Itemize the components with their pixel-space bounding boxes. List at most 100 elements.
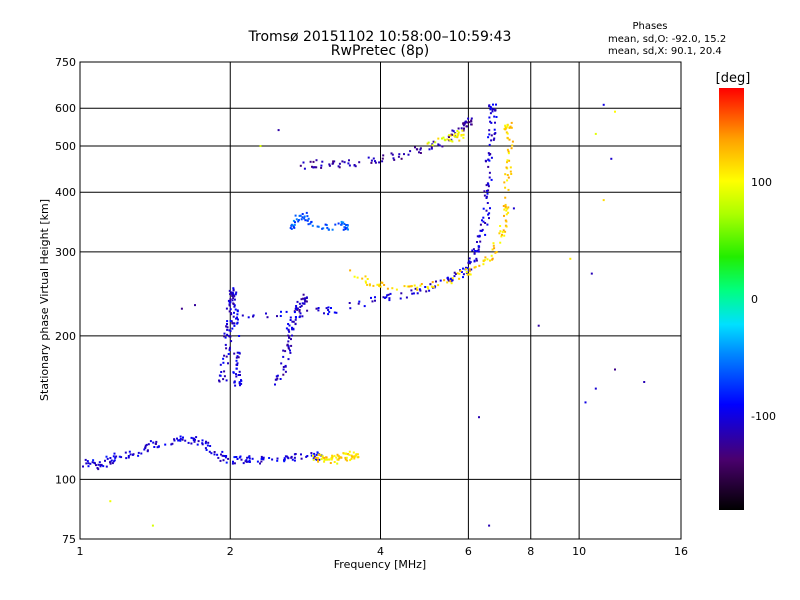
echo-point [478, 264, 481, 267]
echo-point [502, 205, 505, 207]
echo-point [290, 456, 293, 459]
phase-stats-o: mean, sd,O: -92.0, 15.2 [608, 34, 726, 45]
echo-point [346, 459, 349, 462]
echo-point [397, 155, 400, 158]
echo-point [282, 373, 285, 376]
echo-point [247, 460, 250, 463]
echo-point [537, 324, 540, 327]
echo-point [285, 327, 288, 330]
echo-point [323, 460, 326, 463]
echo-point [233, 294, 235, 297]
echo-point [228, 329, 231, 332]
echo-point [299, 214, 302, 217]
echo-point [297, 220, 300, 223]
echo-point [235, 317, 237, 320]
echo-point [474, 250, 477, 252]
echo-point [468, 260, 471, 263]
echo-point [383, 284, 386, 286]
echo-point [143, 448, 146, 451]
echo-point [499, 230, 502, 233]
echo-point [370, 161, 373, 164]
echo-point [316, 452, 319, 455]
echo-point [302, 293, 305, 296]
echo-point [288, 330, 291, 333]
grid-lines [80, 62, 681, 539]
echo-point [205, 449, 208, 451]
echo-point [342, 221, 345, 224]
echo-point [317, 459, 319, 462]
echo-point [468, 273, 471, 276]
echo-point [330, 458, 333, 461]
echo-point [505, 131, 508, 134]
echo-point [358, 300, 361, 303]
echo-point [287, 347, 290, 350]
echo-point [374, 160, 376, 163]
echo-point [236, 355, 239, 358]
echo-point [234, 293, 237, 296]
echo-point [338, 456, 341, 458]
echo-point [129, 453, 132, 456]
echo-point [304, 299, 307, 302]
echo-point [379, 285, 382, 288]
echo-point [465, 125, 468, 128]
echo-point [236, 313, 239, 316]
echo-point [111, 462, 114, 465]
echo-point [334, 223, 337, 226]
echo-point [118, 455, 121, 458]
echo-point [348, 302, 351, 304]
echo-point [224, 456, 227, 459]
echo-point [294, 221, 296, 224]
echo-point [190, 436, 193, 439]
echo-point [418, 151, 420, 154]
echo-point [291, 458, 294, 461]
echo-point [602, 103, 605, 106]
echo-point [491, 257, 494, 260]
echo-point [488, 524, 491, 527]
echo-point [504, 196, 507, 199]
echo-point [241, 314, 244, 317]
echo-point [489, 106, 492, 108]
echo-point [512, 207, 515, 210]
echo-point [222, 459, 225, 462]
echo-point [246, 456, 249, 459]
echo-point [468, 121, 471, 124]
echo-point [409, 150, 412, 153]
echo-point [233, 322, 236, 325]
echo-point [357, 456, 360, 459]
echo-point [229, 299, 232, 302]
echo-point [488, 159, 491, 162]
echo-point [291, 326, 293, 329]
echo-point [340, 456, 343, 459]
echo-point [155, 440, 158, 443]
echo-point [390, 152, 393, 155]
echo-point [280, 362, 283, 365]
y-tick-label: 75 [62, 533, 76, 546]
echo-point [420, 283, 423, 285]
echo-point [363, 305, 366, 308]
echo-point [506, 161, 508, 164]
echo-point [470, 117, 473, 120]
echo-point [187, 441, 190, 444]
echo-point [109, 500, 112, 503]
echo-point [505, 225, 508, 228]
echo-point [508, 159, 511, 162]
echo-point [338, 166, 341, 169]
echo-point [331, 454, 334, 457]
echo-point [504, 203, 507, 206]
echo-point [349, 307, 352, 310]
echo-point [330, 307, 332, 309]
echo-point [493, 247, 496, 250]
echo-point [237, 374, 240, 376]
echo-point [416, 148, 419, 151]
echo-point [322, 227, 325, 230]
echo-point [242, 462, 245, 465]
echo-point [569, 257, 572, 260]
echo-point [146, 449, 149, 452]
echo-point [475, 257, 478, 260]
echo-point [486, 202, 489, 204]
echo-point [471, 249, 474, 252]
echo-point [252, 314, 255, 317]
x-tick-label: 6 [465, 545, 472, 558]
echo-point [291, 320, 294, 323]
